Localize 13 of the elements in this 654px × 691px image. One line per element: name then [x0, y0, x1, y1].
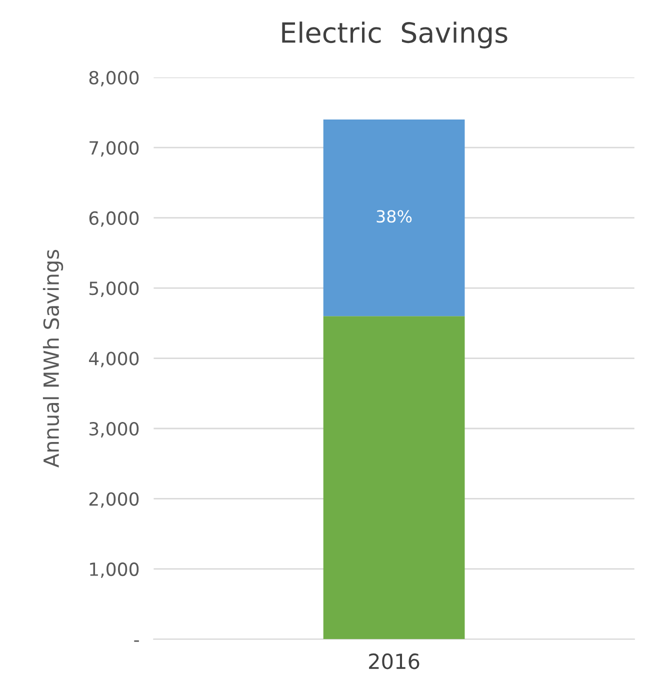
y-tick-label: 3,000 — [89, 422, 139, 438]
y-tick-label: 4,000 — [88, 352, 139, 368]
y-tick-label: - — [134, 640, 139, 642]
y-tick-label: 2,000 — [89, 492, 139, 508]
y-tick-label: 8,000 — [89, 70, 139, 86]
y-axis-title: Annual MWh Savings — [42, 250, 64, 468]
x-tick-label: 2016 — [369, 653, 420, 670]
y-tick-label: 7,000 — [90, 141, 139, 157]
y-tick-label: 1,000 — [90, 562, 139, 578]
annotation: 38% — [376, 210, 412, 223]
y-tick-label: 6,000 — [89, 211, 139, 227]
y-tick-label: 5,000 — [90, 282, 139, 298]
chart-title: Electric Savings — [282, 22, 508, 48]
